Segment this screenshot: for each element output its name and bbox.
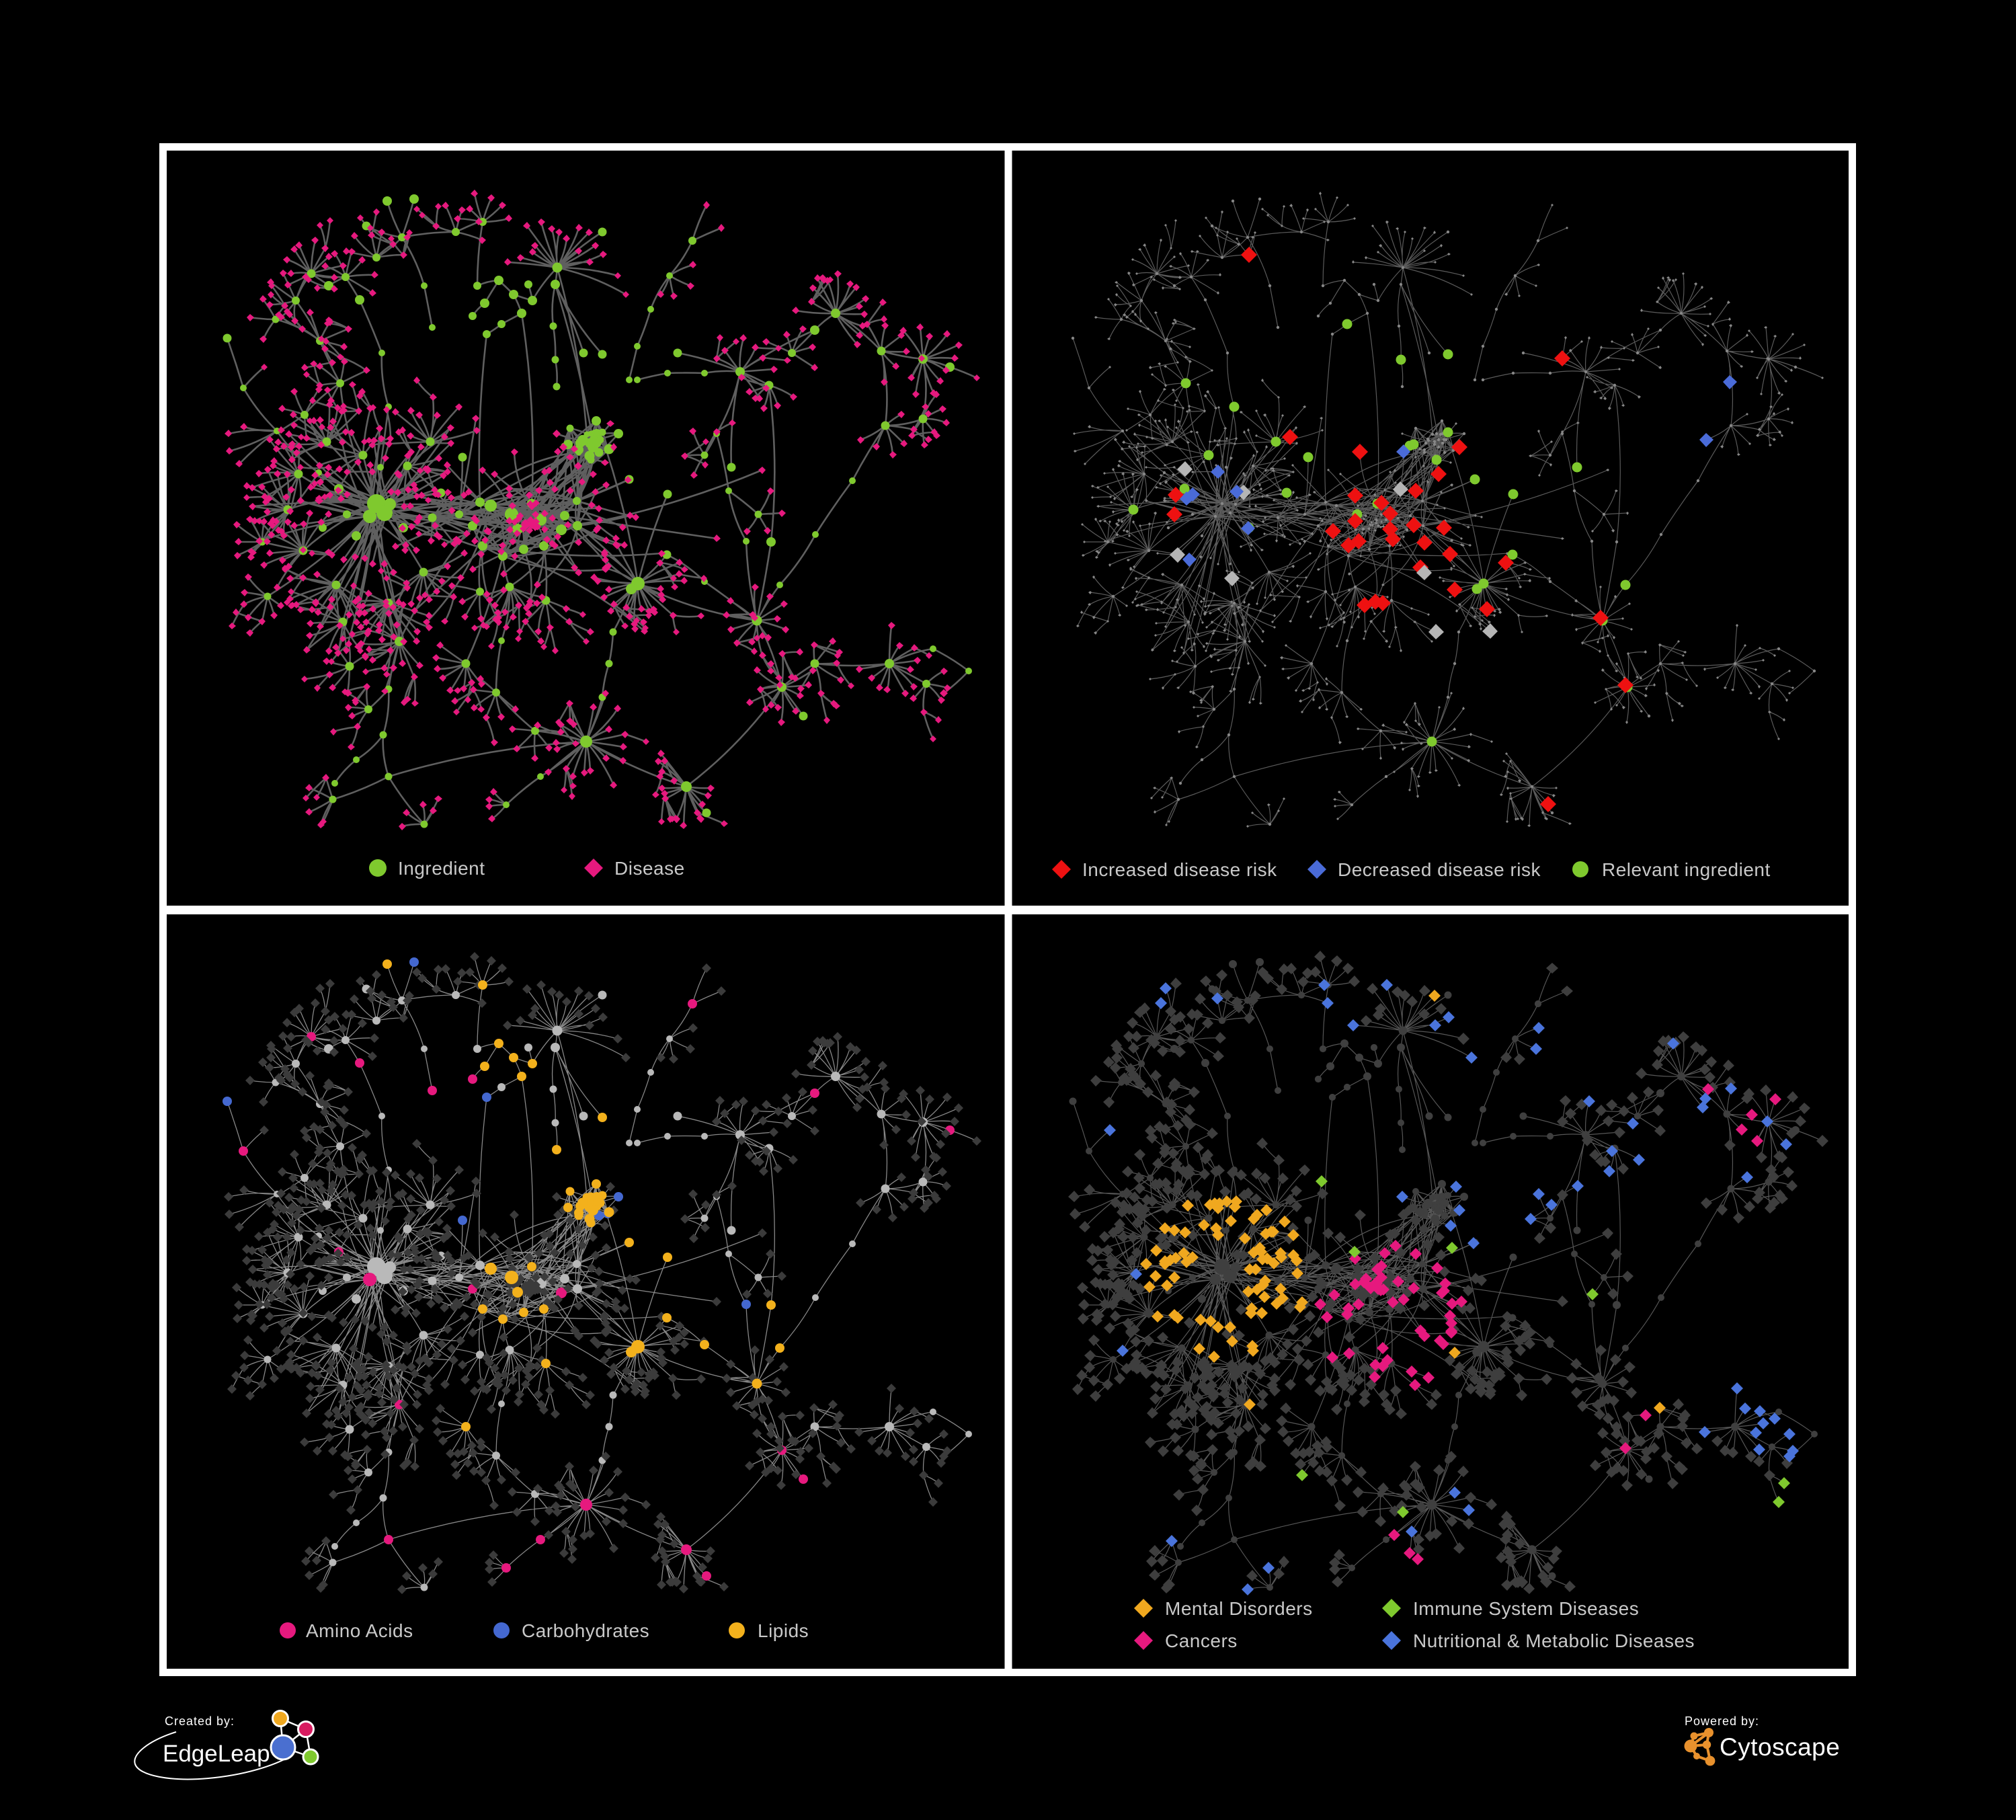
svg-text:Cancers: Cancers bbox=[1165, 1630, 1238, 1651]
svg-text:Amino Acids: Amino Acids bbox=[306, 1620, 413, 1641]
svg-text:Cytoscape: Cytoscape bbox=[1720, 1733, 1840, 1761]
svg-text:Carbohydrates: Carbohydrates bbox=[522, 1620, 649, 1641]
svg-text:Disease: Disease bbox=[614, 858, 685, 879]
svg-text:Created by:: Created by: bbox=[165, 1714, 235, 1728]
svg-text:Increased disease risk: Increased disease risk bbox=[1082, 859, 1277, 880]
svg-text:Powered by:: Powered by: bbox=[1685, 1714, 1759, 1728]
svg-text:Mental Disorders: Mental Disorders bbox=[1165, 1598, 1313, 1619]
svg-text:Lipids: Lipids bbox=[758, 1620, 809, 1641]
svg-text:Nutritional & Metabolic Diseas: Nutritional & Metabolic Diseases bbox=[1413, 1630, 1695, 1651]
svg-text:EdgeLeap: EdgeLeap bbox=[163, 1741, 270, 1767]
svg-text:Immune System Diseases: Immune System Diseases bbox=[1413, 1598, 1639, 1619]
svg-text:Decreased disease risk: Decreased disease risk bbox=[1338, 859, 1541, 880]
svg-text:Relevant ingredient: Relevant ingredient bbox=[1602, 859, 1771, 880]
svg-text:Ingredient: Ingredient bbox=[398, 858, 485, 879]
